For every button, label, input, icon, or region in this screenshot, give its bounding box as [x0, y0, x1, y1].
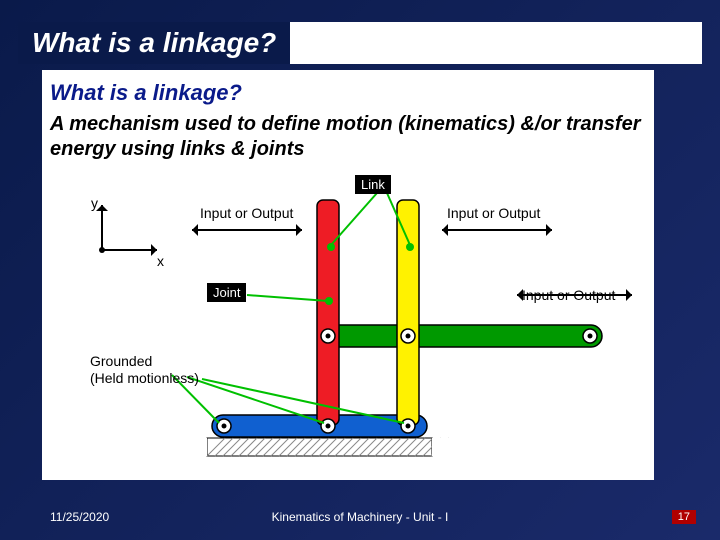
io-label-2: Input or Output — [447, 205, 540, 221]
axis-y-label: y — [91, 195, 98, 211]
io-label-3: Input or Output — [522, 287, 615, 303]
axis-x-label: x — [157, 253, 164, 269]
joint-label: Joint — [207, 283, 246, 302]
link-label: Link — [355, 175, 391, 194]
grounded-label-1: Grounded — [90, 353, 152, 369]
footer-title: Kinematics of Machinery - Unit - I — [0, 510, 720, 524]
linkage-diagram: y x Input or Output Input or Output Inpu… — [42, 175, 654, 480]
content-area: What is a linkage? A mechanism used to d… — [42, 70, 654, 480]
slide: What is a linkage? What is a linkage? A … — [0, 0, 720, 540]
footer: 11/25/2020 Kinematics of Machinery - Uni… — [0, 510, 720, 530]
page-number: 17 — [672, 510, 696, 524]
io-label-1: Input or Output — [200, 205, 293, 221]
subtitle: What is a linkage? — [42, 70, 654, 112]
title-bar-inner: What is a linkage? — [18, 22, 290, 64]
slide-title: What is a linkage? — [32, 27, 276, 59]
grounded-label-2: (Held motionless) — [90, 370, 199, 386]
definition-text: A mechanism used to define motion (kinem… — [42, 112, 654, 166]
title-bar: What is a linkage? — [18, 22, 702, 64]
